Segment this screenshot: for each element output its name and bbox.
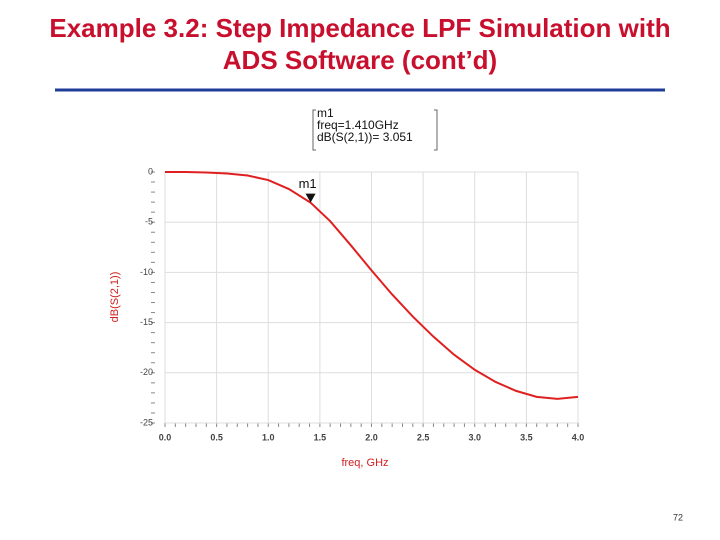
x-tick-label: 0.5 [210,432,223,442]
y-tick-label: -5 [145,217,153,227]
marker-readout: freq=1.410GHz [317,118,399,132]
readout-box [312,109,438,151]
slide-title: Example 3.2: Step Impedance LPF Simulati… [49,13,671,75]
data-line [165,171,579,400]
marker-readout: m1 [317,106,334,120]
x-tick-label: 3.0 [468,432,481,442]
y-tick-label: -15 [140,317,153,327]
y-axis-label: dB(S(2,1)) [109,272,121,323]
x-tick-label: 2.5 [417,432,430,442]
x-tick-label: 4.0 [572,432,585,442]
y-tick-label: -25 [140,417,153,427]
page-number: 72 [673,512,683,522]
x-tick-label: 0.0 [159,432,172,442]
x-tick-label: 1.0 [262,432,275,442]
y-tick-label: 0 [148,166,153,176]
marker-label: m1 [299,176,317,191]
y-tick-label: -10 [140,267,153,277]
x-axis-label: freq, GHz [341,457,388,469]
x-tick-label: 2.0 [365,432,378,442]
x-tick-label: 1.5 [314,432,327,442]
y-tick-label: -20 [140,367,153,377]
marker-readout: dB(S(2,1))= 3.051 [317,130,413,144]
x-tick-label: 3.5 [520,432,533,442]
marker [305,193,316,203]
